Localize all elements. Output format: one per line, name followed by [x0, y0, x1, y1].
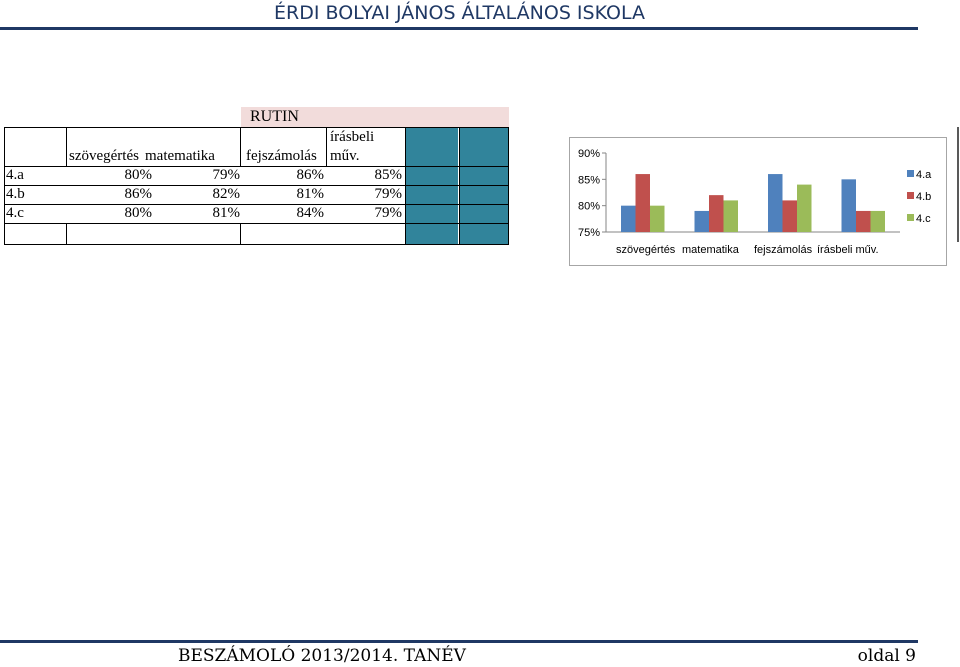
bar-4b-1 [709, 195, 724, 232]
page-header-title: ÉRDI BOLYAI JÁNOS ÁLTALÁNOS ISKOLA [274, 2, 645, 24]
row-line [4, 244, 509, 245]
col-header-fejszamolas: fejszámolás [246, 148, 317, 164]
cell-4c-matematika: 81% [212, 205, 241, 221]
cell-4c-irasbeli: 79% [374, 205, 403, 221]
col-line [4, 127, 5, 245]
row-line [4, 204, 509, 205]
col-line [326, 127, 327, 166]
header-rule [0, 27, 918, 30]
legend-swatch-4a [907, 170, 914, 177]
bar-4b-3 [856, 210, 871, 232]
legend-label-4a: 4.a [916, 169, 932, 181]
cell-4b-matematika: 82% [212, 186, 241, 202]
col-line [240, 127, 241, 166]
legend-swatch-4c [907, 214, 914, 221]
bar-4a-0 [621, 205, 636, 232]
bar-4b-0 [635, 174, 650, 232]
y-tick-label: 75% [578, 227, 600, 239]
cell-4a-fejszamolas: 86% [296, 167, 325, 183]
bar-4a-2 [768, 174, 783, 232]
cell-4b-szovegertes: 86% [124, 186, 153, 202]
legend-label-4b: 4.b [916, 191, 931, 203]
col-header-matematika: matematika [145, 148, 215, 164]
bar-4a-1 [694, 210, 709, 232]
footer-report-title: BESZÁMOLÓ 2013/2014. TANÉV [178, 646, 466, 666]
chart-svg: 90% 85% 80% 75% szövegértés matematika fejszám… [578, 148, 932, 256]
cell-4a-irasbeli: 85% [374, 167, 403, 183]
teal-column-1 [405, 127, 458, 245]
results-bar-chart: 90% 85% 80% 75% szövegértés matematika fejszám… [569, 137, 947, 266]
bar-4c-0 [650, 205, 665, 232]
col-header-irasbeli: írásbeli [330, 129, 375, 145]
routine-label: RUTIN [250, 108, 299, 125]
col-header-muv: műv. [330, 148, 360, 164]
x-category-label: matematika [682, 244, 740, 256]
bar-4c-1 [723, 200, 738, 232]
cell-4c-szovegertes: 80% [124, 205, 153, 221]
row-label-4b: 4.b [6, 186, 25, 202]
bar-4c-3 [870, 210, 885, 232]
routine-header-bar [241, 107, 509, 127]
row-line [4, 223, 509, 224]
row-line [4, 166, 509, 167]
cell-4c-fejszamolas: 84% [296, 205, 325, 221]
bar-4a-3 [841, 179, 856, 232]
cell-4a-szovegertes: 80% [124, 167, 153, 183]
row-line [4, 185, 509, 186]
row-line [4, 127, 509, 128]
row-label-4c: 4.c [6, 205, 24, 221]
col-line [508, 127, 509, 245]
legend-swatch-4b [907, 192, 914, 199]
footer-rule [0, 640, 918, 643]
table-grid: szövegértés matematika fejszámolás írásb… [4, 127, 509, 245]
col-line [66, 223, 67, 245]
side-rule [957, 127, 959, 242]
cell-4b-fejszamolas: 81% [296, 186, 325, 202]
col-line [240, 223, 241, 245]
teal-column-2 [459, 127, 509, 245]
col-line [66, 127, 67, 166]
legend-label-4c: 4.c [916, 213, 931, 225]
row-label-4a: 4.a [6, 167, 24, 183]
footer-page-number: oldal 9 [857, 646, 916, 666]
y-tick-label: 80% [578, 201, 600, 213]
y-tick-label: 85% [578, 174, 600, 186]
col-line [405, 127, 406, 245]
cell-4b-irasbeli: 79% [374, 186, 403, 202]
bar-4b-2 [782, 200, 797, 232]
y-tick-label: 90% [578, 148, 600, 160]
col-line [459, 127, 460, 245]
bar-4c-2 [797, 184, 812, 232]
col-header-szovegertes: szövegértés [69, 148, 139, 164]
x-category-label: írásbeli műv. [817, 244, 879, 256]
x-category-label: fejszámolás [754, 244, 813, 256]
cell-4a-matematika: 79% [212, 167, 241, 183]
x-category-label: szövegértés [616, 244, 676, 256]
